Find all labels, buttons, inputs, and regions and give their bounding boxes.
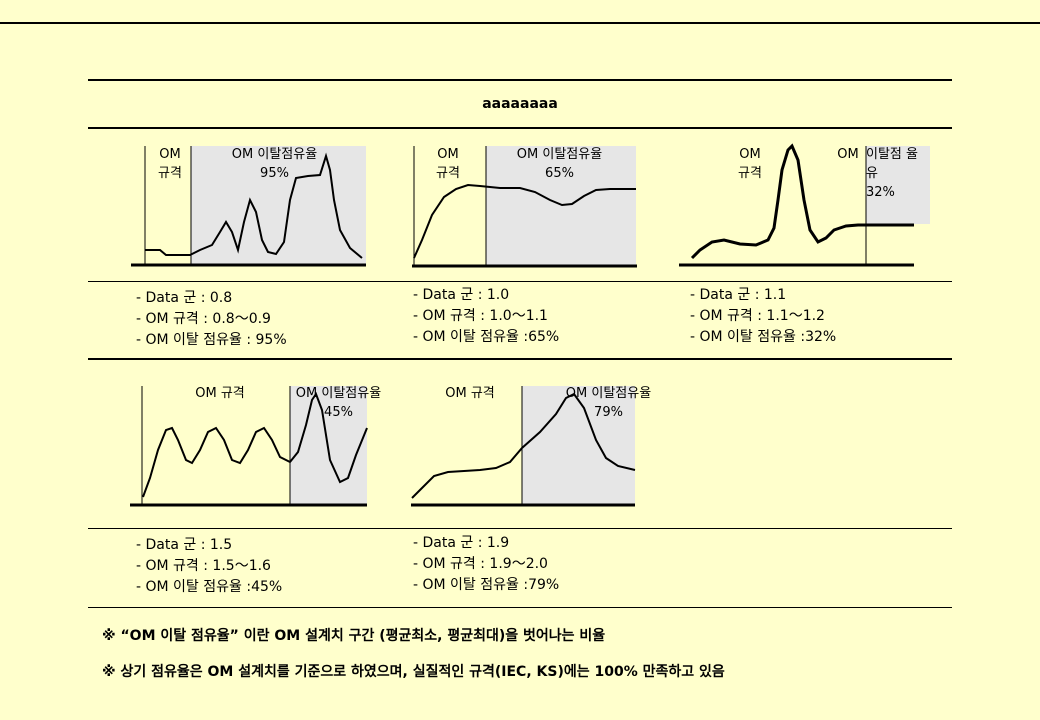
data-group-line: - Data 군 : 1.9 <box>413 535 510 551</box>
top-border <box>0 22 1040 24</box>
om-spec-line: - OM 규격 : 0.8～0.9 <box>136 311 271 327</box>
spec-label: OM 규격 <box>180 384 260 403</box>
deviation-area <box>486 146 636 266</box>
om-spec-line: - OM 규격 : 1.9～2.0 <box>413 556 548 572</box>
table-title: aaaaaaaa <box>482 96 558 112</box>
panel-description: - Data 군 : 1.0 - OM 규격 : 1.0～1.1 - OM 이탈… <box>413 285 559 348</box>
deviation-area <box>866 146 930 224</box>
panel-description: - Data 군 : 1.1 - OM 규격 : 1.1～1.2 - OM 이탈… <box>690 285 836 348</box>
data-group-line: - Data 군 : 1.0 <box>413 287 510 303</box>
spec-label-text: OM 규격 <box>436 147 460 181</box>
spec-label-text: OM 규격 <box>195 386 245 401</box>
footnote-definition: ※ “OM 이탈 점유율” 이란 OM 설계치 구간 (평균최소, 평균최대)을… <box>102 628 606 644</box>
footnote-compliance: ※ 상기 점유율은 OM 설계치를 기준으로 하였으며, 실질적인 규격(IEC… <box>102 664 725 680</box>
curve <box>413 183 636 259</box>
deviation-line: - OM 이탈 점유율 :32% <box>690 329 837 345</box>
deviation-label: 이탈점 율 유 32% <box>866 145 944 202</box>
deviation-label-text: OM 이탈점유율 45% <box>295 386 382 420</box>
spec-label: OM 규격 <box>150 145 190 183</box>
spec-label: OM 규격 <box>430 384 510 403</box>
data-group-line: - Data 군 : 1.1 <box>690 287 787 303</box>
om-spec-line: - OM 규격 : 1.1～1.2 <box>690 308 825 324</box>
deviation-line: - OM 이탈 점유율 :45% <box>136 579 283 595</box>
deviation-area <box>522 386 635 505</box>
data-group-line: - Data 군 : 0.8 <box>136 290 233 306</box>
row2-bottom-line <box>88 607 952 608</box>
deviation-label-text: OM 이탈점유율 79% <box>565 386 652 420</box>
deviation-label-text: OM 이탈점유율 65% <box>516 147 603 181</box>
deviation-line: - OM 이탈 점유율 :65% <box>413 329 560 345</box>
spec-label: OM 규격 <box>730 145 770 183</box>
deviation-label: OM 이탈점유율 95% <box>212 145 337 183</box>
panel-description: - Data 군 : 1.9 - OM 규격 : 1.9～2.0 - OM 이탈… <box>413 533 559 596</box>
om-spec-line: - OM 규격 : 1.5～1.6 <box>136 558 271 574</box>
spec-label-text: OM 규격 <box>445 386 495 401</box>
spec-label: OM 규격 <box>428 145 468 183</box>
row1-divider <box>88 281 952 282</box>
deviation-label-prefix: OM <box>834 145 862 164</box>
curve <box>142 391 368 498</box>
deviation-label: OM 이탈점유율 65% <box>497 145 622 183</box>
deviation-area <box>191 146 366 265</box>
row1-bottom-line <box>88 358 952 360</box>
curve <box>145 152 363 259</box>
spec-label-text: OM 규격 <box>738 147 762 181</box>
deviation-label-text: OM 이탈점유율 95% <box>231 147 318 181</box>
deviation-label-text: 이탈점 율 유 32% <box>866 147 918 200</box>
curve <box>690 143 914 260</box>
panel-description: - Data 군 : 1.5 - OM 규격 : 1.5～1.6 - OM 이탈… <box>136 535 282 598</box>
data-group-line: - Data 군 : 1.5 <box>136 537 233 553</box>
deviation-label: OM 이탈점유율 79% <box>546 384 671 422</box>
curve <box>411 392 636 499</box>
header-bottom-line <box>88 127 952 129</box>
spec-label-text: OM 규격 <box>158 147 182 181</box>
deviation-line: - OM 이탈 점유율 : 95% <box>136 332 287 348</box>
deviation-label: OM 이탈점유율 45% <box>276 384 401 422</box>
row2-divider <box>88 528 952 529</box>
deviation-label-prefix-text: OM <box>837 147 859 162</box>
deviation-line: - OM 이탈 점유율 :79% <box>413 577 560 593</box>
panel-description: - Data 군 : 0.8 - OM 규격 : 0.8～0.9 - OM 이탈… <box>136 288 287 351</box>
table-top-line <box>88 79 952 81</box>
om-spec-line: - OM 규격 : 1.0～1.1 <box>413 308 548 324</box>
